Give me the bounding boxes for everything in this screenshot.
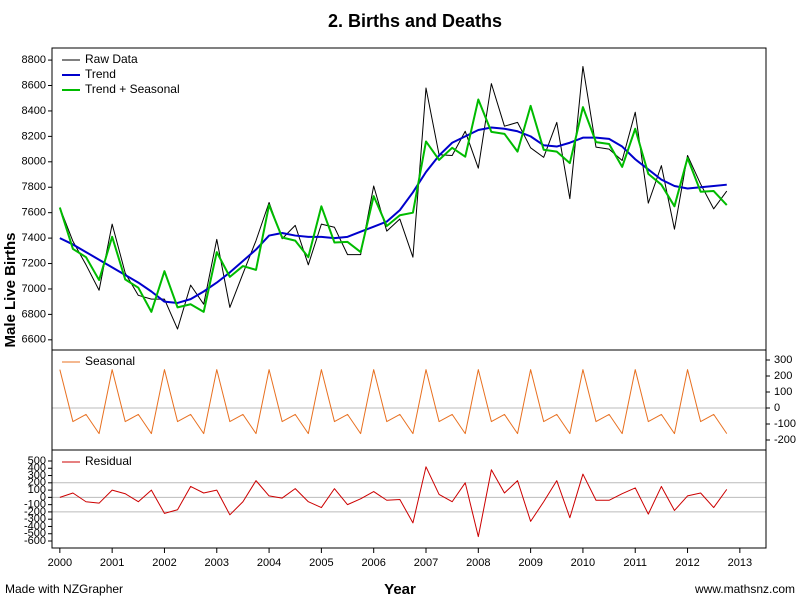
- legend-label: Trend + Seasonal: [85, 82, 180, 96]
- y-tick-label: -200: [774, 434, 796, 446]
- y-tick-label: -200: [24, 506, 46, 518]
- x-tick-label: 2008: [466, 557, 490, 569]
- legend-label: Trend: [85, 67, 116, 81]
- y-tick-label: 0: [774, 402, 780, 414]
- chart-title: 2. Births and Deaths: [328, 11, 502, 31]
- x-tick-label: 2007: [414, 557, 438, 569]
- y-tick-label: 7000: [22, 283, 46, 295]
- footer-right: www.mathsnz.com: [694, 582, 795, 596]
- y-tick-label: 300: [28, 469, 46, 481]
- footer-left: Made with NZGrapher: [5, 582, 123, 596]
- x-tick-label: 2003: [205, 557, 229, 569]
- x-tick-label: 2010: [571, 557, 595, 569]
- y-tick-label: 400: [28, 462, 46, 474]
- y-tick-label: -300: [24, 513, 46, 525]
- y-tick-label: 8000: [22, 156, 46, 168]
- y-tick-label: 7200: [22, 257, 46, 269]
- legend-label: Seasonal: [85, 354, 135, 368]
- series-line: [58, 98, 728, 313]
- y-tick-label: 8400: [22, 105, 46, 117]
- y-tick-label: 200: [774, 370, 792, 382]
- y-tick-label: -500: [24, 528, 46, 540]
- y-tick-label: 7800: [22, 181, 46, 193]
- x-tick-label: 2013: [728, 557, 752, 569]
- y-tick-label: 500: [28, 455, 46, 467]
- x-tick-label: 2002: [152, 557, 176, 569]
- legend-label: Raw Data: [85, 52, 138, 66]
- series-line: [59, 126, 727, 304]
- y-tick-label: 6800: [22, 308, 46, 320]
- y-tick-label: -400: [24, 520, 46, 532]
- y-tick-label: 300: [774, 354, 792, 366]
- y-tick-label: 100: [774, 386, 792, 398]
- y-tick-label: 7400: [22, 232, 46, 244]
- y-tick-label: -100: [24, 499, 46, 511]
- series-line: [59, 369, 728, 435]
- x-tick-label: 2004: [257, 557, 281, 569]
- x-tick-label: 2011: [623, 557, 647, 569]
- y-tick-label: 200: [28, 477, 46, 489]
- y-tick-label: 8600: [22, 79, 46, 91]
- panel-frame: [51, 449, 767, 549]
- y-tick-label: 0: [40, 491, 46, 503]
- x-tick-label: 2009: [518, 557, 542, 569]
- y-tick-label: 8200: [22, 130, 46, 142]
- y-tick-label: 7600: [22, 207, 46, 219]
- x-tick-label: 2012: [675, 557, 699, 569]
- x-tick-label: 2006: [361, 557, 385, 569]
- series-line: [59, 466, 728, 538]
- y-tick-label: 6600: [22, 334, 46, 346]
- x-tick-label: 2001: [100, 557, 124, 569]
- legend-label: Residual: [85, 454, 132, 468]
- y-axis-label: Male Live Births: [2, 232, 19, 347]
- y-tick-label: 8800: [22, 54, 46, 66]
- x-tick-label: 2005: [309, 557, 333, 569]
- y-tick-label: -600: [24, 535, 46, 547]
- y-tick-label: 100: [28, 484, 46, 496]
- y-tick-label: -100: [774, 418, 796, 430]
- x-axis-label: Year: [384, 581, 416, 598]
- x-tick-label: 2000: [48, 557, 72, 569]
